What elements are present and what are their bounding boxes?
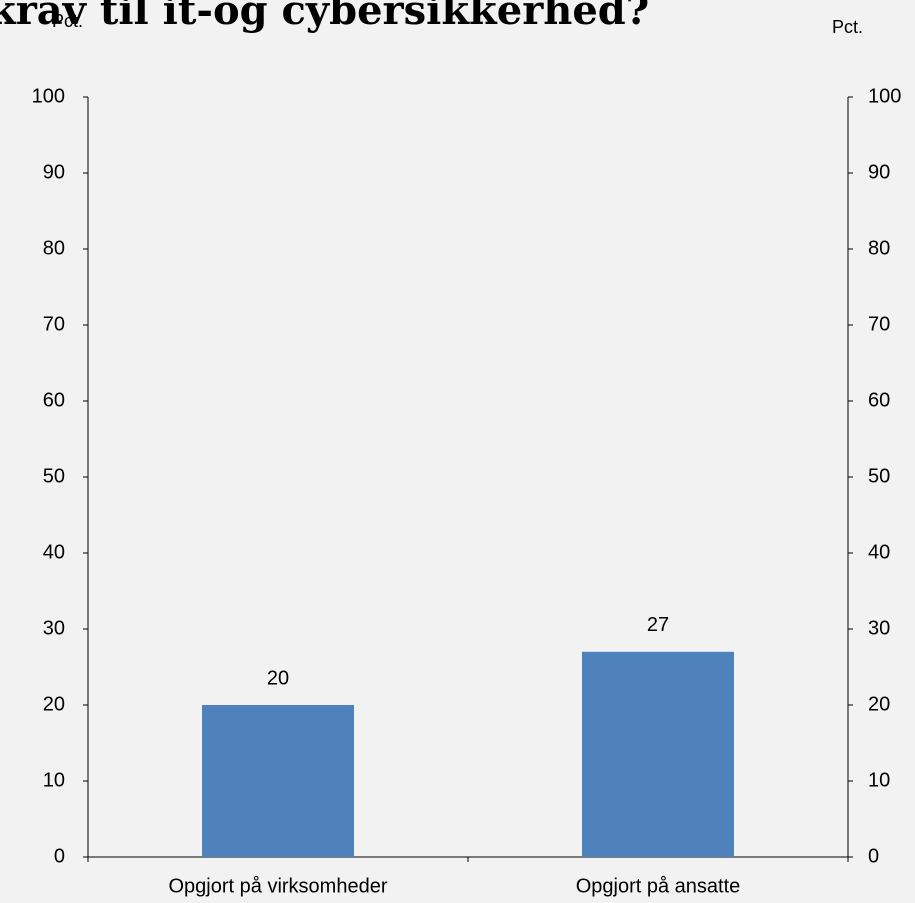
y2-tick-label: 10 — [868, 769, 890, 791]
y2-axis-label: Pct. — [832, 17, 863, 37]
y-tick-label: 70 — [43, 313, 65, 335]
value-label: 20 — [267, 667, 289, 689]
y-tick-label: 50 — [43, 465, 65, 487]
y-tick-label: 100 — [32, 85, 65, 107]
y-tick-label: 20 — [43, 693, 65, 715]
y2-tick-label: 50 — [868, 465, 890, 487]
y2-tick-label: 40 — [868, 541, 890, 563]
value-label: 27 — [647, 614, 669, 636]
y-tick-label: 0 — [54, 845, 65, 867]
x-tick-label: Opgjort på virksomheder — [169, 875, 388, 897]
y2-tick-label: 20 — [868, 693, 890, 715]
y-tick-label: 80 — [43, 237, 65, 259]
y2-tick-label: 80 — [868, 237, 890, 259]
y-tick-label: 10 — [43, 769, 65, 791]
y-tick-label: 30 — [43, 617, 65, 639]
y2-tick-label: 60 — [868, 389, 890, 411]
y-tick-label: 60 — [43, 389, 65, 411]
y2-tick-label: 0 — [868, 845, 879, 867]
bar — [582, 651, 734, 857]
y-tick-label: 40 — [43, 541, 65, 563]
y2-tick-label: 70 — [868, 313, 890, 335]
x-tick-label: Opgjort på ansatte — [576, 875, 741, 897]
chart-title: krav til it-og cybersikkerhed? — [0, 0, 649, 34]
y2-tick-label: 100 — [868, 85, 901, 107]
y-tick-label: 90 — [43, 161, 65, 183]
y-axis-label: Pct. — [52, 11, 83, 31]
bar — [202, 705, 354, 857]
y2-tick-label: 90 — [868, 161, 890, 183]
y2-tick-label: 30 — [868, 617, 890, 639]
